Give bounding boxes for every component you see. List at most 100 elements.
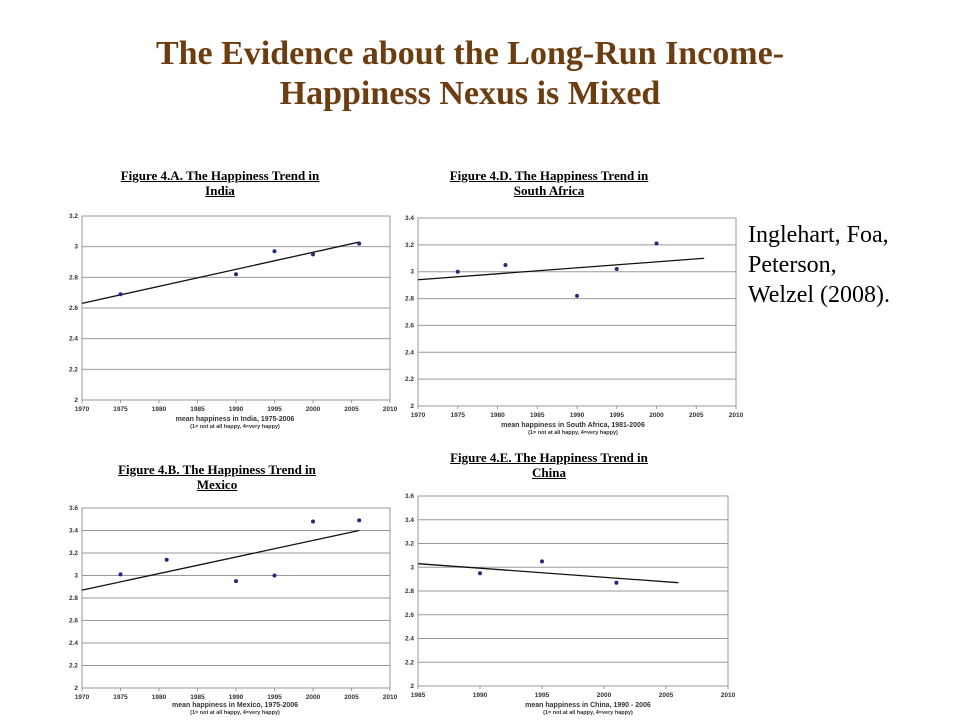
x-tick-label: 1990 bbox=[229, 694, 244, 701]
x-tick-label: 1990 bbox=[229, 406, 244, 413]
data-point bbox=[118, 572, 123, 577]
y-tick-label: 3.4 bbox=[405, 215, 414, 222]
chart-mexico: Figure 4.B. The Happiness Trend in Mexic… bbox=[60, 462, 398, 720]
x-axis-label-block: mean happiness in South Africa, 1981-200… bbox=[458, 421, 688, 437]
y-tick-label: 2.4 bbox=[69, 640, 78, 647]
x-tick-label: 1980 bbox=[152, 694, 167, 701]
slide-title-line-1: The Evidence about the Long-Run Income- bbox=[155, 35, 785, 72]
y-tick-label: 2.2 bbox=[69, 366, 78, 373]
x-tick-label: 2010 bbox=[721, 692, 736, 699]
chart-plot: 2 2.2 2.4 2.6 2.8 3 3.2 3.4 1970 1975 1980 1985 1990… bbox=[405, 215, 744, 419]
chart-plot: 2 2.2 2.4 2.6 2.8 3 3.2 1970 1975 1980 1985 1990 199… bbox=[69, 213, 398, 413]
y-tick-label: 2.6 bbox=[69, 618, 78, 625]
trend-line bbox=[417, 563, 679, 584]
y-tick-label: 2 bbox=[410, 683, 414, 690]
citation-line-2: Peterson, bbox=[748, 252, 837, 278]
y-tick-label: 3 bbox=[74, 244, 78, 251]
data-point bbox=[311, 519, 315, 524]
data-point bbox=[654, 241, 659, 246]
trend-line bbox=[417, 257, 705, 281]
y-tick-label: 3.2 bbox=[69, 213, 78, 220]
x-tick-label: 2000 bbox=[597, 692, 612, 699]
x-tick-label: 2000 bbox=[306, 694, 321, 701]
slide-title: The Evidence about the Long-Run Income- … bbox=[20, 34, 920, 114]
y-tick-label: 2.8 bbox=[405, 296, 414, 303]
y-tick-label: 2.2 bbox=[69, 663, 78, 670]
x-axis-note: (1= not at all happy, 4=very happy) bbox=[528, 430, 618, 436]
x-tick-label: 1985 bbox=[411, 692, 426, 699]
y-tick-label: 3.6 bbox=[405, 493, 414, 500]
x-axis-label: mean happiness in India, 1975-2006 bbox=[175, 416, 295, 423]
x-tick-label: 2005 bbox=[689, 412, 704, 419]
data-point bbox=[234, 272, 238, 277]
chart-title-line-1: Figure 4.B. The Happiness Trend in bbox=[118, 462, 316, 477]
x-tick-label: 2005 bbox=[659, 692, 674, 699]
y-tick-label: 2.8 bbox=[69, 595, 78, 602]
chart-south-africa: Figure 4.D. The Happiness Trend in South… bbox=[398, 168, 744, 440]
y-tick-label: 3 bbox=[410, 269, 414, 276]
data-point bbox=[614, 580, 619, 585]
x-tick-label: 1970 bbox=[75, 406, 90, 413]
chart-plot: 2 2.2 2.4 2.6 2.8 3 3.2 3.4 3.6 1970 1975 1980 1985 1… bbox=[69, 505, 398, 701]
y-tick-label: 2 bbox=[74, 397, 78, 404]
y-tick-label: 3.2 bbox=[405, 242, 414, 249]
x-tick-label: 2010 bbox=[729, 412, 744, 419]
data-point bbox=[272, 573, 277, 578]
y-tick-label: 2.4 bbox=[405, 349, 414, 356]
trend-line bbox=[81, 529, 360, 591]
data-point bbox=[234, 579, 238, 584]
x-tick-label: 1980 bbox=[490, 412, 505, 419]
chart-india: Figure 4.A. The Happiness Trend in India… bbox=[60, 168, 400, 438]
citation: Inglehart, Foa, Peterson, Welzel (2008). bbox=[748, 220, 958, 310]
y-tick-label: 2.8 bbox=[69, 274, 78, 281]
x-tick-label: 2000 bbox=[649, 412, 664, 419]
citation-line-3: Welzel (2008). bbox=[748, 282, 891, 308]
y-tick-label: 3.4 bbox=[69, 528, 78, 535]
x-tick-label: 1975 bbox=[113, 694, 128, 701]
chart-china: Figure 4.E. The Happiness Trend in China… bbox=[398, 450, 743, 720]
x-tick-label: 1990 bbox=[473, 692, 488, 699]
x-tick-label: 2000 bbox=[306, 406, 321, 413]
chart-title: Figure 4.B. The Happiness Trend in Mexic… bbox=[72, 462, 362, 492]
chart-title-line-2: China bbox=[532, 465, 566, 480]
y-tick-label: 2.8 bbox=[405, 588, 414, 595]
x-axis-note: (1= not at all happy, 4=very happy) bbox=[190, 710, 280, 716]
data-point bbox=[503, 263, 508, 267]
x-axis-note: (1= not at all happy, 4=very happy) bbox=[543, 710, 633, 716]
y-tick-label: 2 bbox=[410, 403, 414, 410]
x-axis-label: mean happiness in China, 1990 - 2006 bbox=[525, 702, 651, 709]
x-tick-label: 1975 bbox=[451, 412, 466, 419]
x-tick-label: 1985 bbox=[190, 406, 205, 413]
x-axis-label-block: mean happiness in Mexico, 1975-2006 (1= … bbox=[120, 701, 350, 717]
y-tick-label: 3.6 bbox=[69, 505, 78, 512]
x-tick-label: 1985 bbox=[190, 694, 205, 701]
y-tick-label: 2.2 bbox=[405, 659, 414, 666]
chart-title: Figure 4.E. The Happiness Trend in China bbox=[404, 450, 694, 480]
x-tick-label: 2010 bbox=[383, 694, 398, 701]
data-point bbox=[357, 518, 362, 523]
y-tick-label: 2.2 bbox=[405, 376, 414, 383]
x-axis-label-block: mean happiness in China, 1990 - 2006 (1=… bbox=[473, 701, 703, 717]
x-tick-label: 1980 bbox=[152, 406, 167, 413]
x-tick-label: 1985 bbox=[530, 412, 545, 419]
y-tick-label: 2.6 bbox=[405, 612, 414, 619]
data-point bbox=[311, 252, 315, 257]
x-tick-label: 1970 bbox=[75, 694, 90, 701]
x-axis-label: mean happiness in Mexico, 1975-2006 bbox=[171, 702, 299, 709]
x-axis-note: (1= not at all happy, 4=very happy) bbox=[190, 424, 280, 430]
chart-title-line-1: Figure 4.E. The Happiness Trend in bbox=[450, 450, 648, 465]
x-tick-label: 1995 bbox=[610, 412, 625, 419]
data-point bbox=[164, 557, 169, 562]
chart-title-line-2: Mexico bbox=[196, 477, 238, 492]
data-point bbox=[455, 269, 460, 274]
y-tick-label: 3.2 bbox=[405, 541, 414, 548]
x-axis-label-block: mean happiness in India, 1975-2006 (1= n… bbox=[120, 415, 350, 431]
data-point bbox=[272, 249, 277, 254]
x-tick-label: 1995 bbox=[535, 692, 550, 699]
chart-title-line-1: Figure 4.D. The Happiness Trend in bbox=[449, 168, 649, 183]
data-point bbox=[357, 241, 362, 246]
x-tick-label: 2005 bbox=[344, 694, 359, 701]
y-tick-label: 3.4 bbox=[405, 517, 414, 524]
plot-area bbox=[417, 217, 737, 407]
y-tick-label: 2 bbox=[74, 685, 78, 692]
